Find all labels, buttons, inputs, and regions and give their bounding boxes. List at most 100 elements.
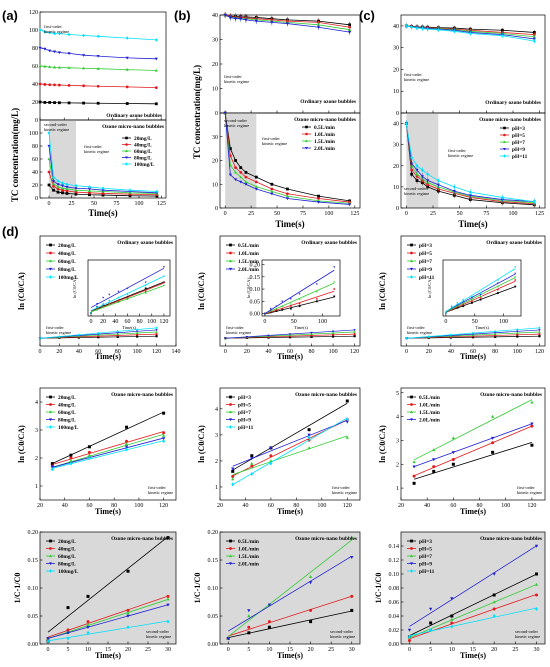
data-point	[144, 281, 147, 284]
data-point	[60, 186, 65, 190]
series-line	[406, 25, 535, 42]
data-point	[530, 422, 534, 426]
data-point	[58, 335, 61, 338]
series-line	[405, 123, 535, 206]
data-point	[530, 443, 534, 447]
legend-entry: 20mg/L	[134, 136, 152, 142]
legend-entry: pH=11	[419, 275, 435, 281]
y-axis-label: 1/C-1/C0	[13, 573, 22, 604]
y-tick-label: 10	[212, 182, 218, 188]
data-point	[494, 335, 497, 338]
inset-x-axis-label: Time(s)	[294, 325, 308, 330]
data-point	[289, 302, 292, 305]
regime-label: kinetic regime	[448, 153, 473, 158]
regime-label: first-order	[262, 136, 280, 141]
x-tick-label: 20	[217, 503, 223, 509]
data-point	[436, 183, 440, 187]
data-point	[245, 335, 249, 339]
data-point	[404, 121, 408, 126]
x-tick-label: 120	[535, 349, 544, 355]
x-tick-label: 120	[159, 503, 168, 509]
data-point	[491, 441, 495, 445]
inset-y-axis-label: ln (C0/CA)	[246, 278, 251, 298]
legend-entry: pH=11	[512, 154, 528, 160]
legend-entry: 1.5L/min	[238, 554, 259, 560]
data-point	[244, 180, 248, 183]
y-tick-label: 3	[35, 428, 38, 434]
y-tick-label: 0.05	[28, 614, 39, 620]
data-point	[90, 311, 92, 315]
data-point	[538, 329, 541, 332]
data-point	[470, 302, 473, 304]
legend-entry: 20mg/L	[58, 243, 76, 249]
data-point	[468, 31, 472, 36]
data-point	[405, 336, 408, 340]
regime-label: second-order	[330, 629, 353, 634]
data-point	[450, 614, 454, 618]
y-tick-label: 40	[393, 122, 399, 128]
data-point	[88, 185, 91, 189]
data-point	[535, 607, 539, 611]
legend-entry: 1.5L/min	[419, 410, 440, 416]
data-point	[101, 186, 105, 191]
legend-entry: pH=3	[419, 243, 432, 249]
data-point	[500, 33, 504, 38]
data-point	[404, 24, 408, 28]
data-point	[345, 435, 349, 439]
x-tick-label: 0	[224, 349, 227, 355]
legend-marker	[125, 143, 128, 146]
legend-marker	[228, 418, 233, 422]
data-point	[38, 82, 42, 86]
data-point	[428, 607, 433, 611]
x-tick-label: 25	[512, 647, 518, 653]
data-point	[48, 49, 52, 53]
data-point	[479, 293, 482, 296]
data-point	[254, 20, 258, 23]
data-point	[60, 184, 65, 188]
data-point	[239, 166, 243, 170]
data-point	[316, 26, 321, 29]
data-point	[87, 445, 91, 449]
data-point	[427, 335, 430, 338]
data-point	[96, 305, 99, 308]
data-point	[452, 29, 456, 34]
y-tick-label: 4	[35, 400, 38, 406]
x-tick-label: 25	[145, 647, 151, 653]
y-tick-label: 0.00	[250, 312, 261, 318]
data-point	[87, 453, 92, 457]
data-point	[43, 47, 47, 51]
data-point	[426, 172, 430, 177]
regime-label: kinetic regime	[44, 127, 69, 132]
data-point	[50, 465, 55, 469]
legend-entry: 60mg/L	[58, 259, 76, 265]
legend-marker	[49, 251, 52, 255]
regime-label: kinetic regime	[404, 77, 429, 82]
data-point	[449, 333, 452, 337]
chart-title: Ozone micro-nano bubbles	[480, 536, 542, 542]
data-point	[468, 190, 472, 194]
x-tick-label: 80	[111, 503, 117, 509]
y-tick-label: 30	[212, 38, 218, 44]
data-point	[415, 26, 419, 30]
fit-line	[52, 440, 164, 469]
x-tick-label: 100	[318, 319, 327, 325]
legend-marker	[48, 410, 53, 414]
data-point	[353, 332, 356, 336]
chart-a-bottom: 0 25 50 75 100 125020406080100second-orderkin…	[29, 119, 167, 207]
x-tick-label: 0	[39, 349, 42, 355]
data-point	[350, 608, 354, 612]
data-point	[86, 620, 90, 624]
y-tick-label: 0	[396, 111, 399, 117]
legend-marker	[48, 418, 53, 422]
legend-entry: pH=11	[238, 425, 254, 431]
plot-frame	[39, 387, 177, 501]
x-tick-label: 140	[172, 349, 181, 355]
legend-marker	[49, 243, 52, 247]
y-axis-label: ln (C0/CA)	[197, 425, 206, 463]
data-point	[468, 194, 472, 198]
legend-marker	[305, 146, 308, 150]
data-point	[65, 189, 69, 193]
x-tick-label: 60	[268, 503, 274, 509]
